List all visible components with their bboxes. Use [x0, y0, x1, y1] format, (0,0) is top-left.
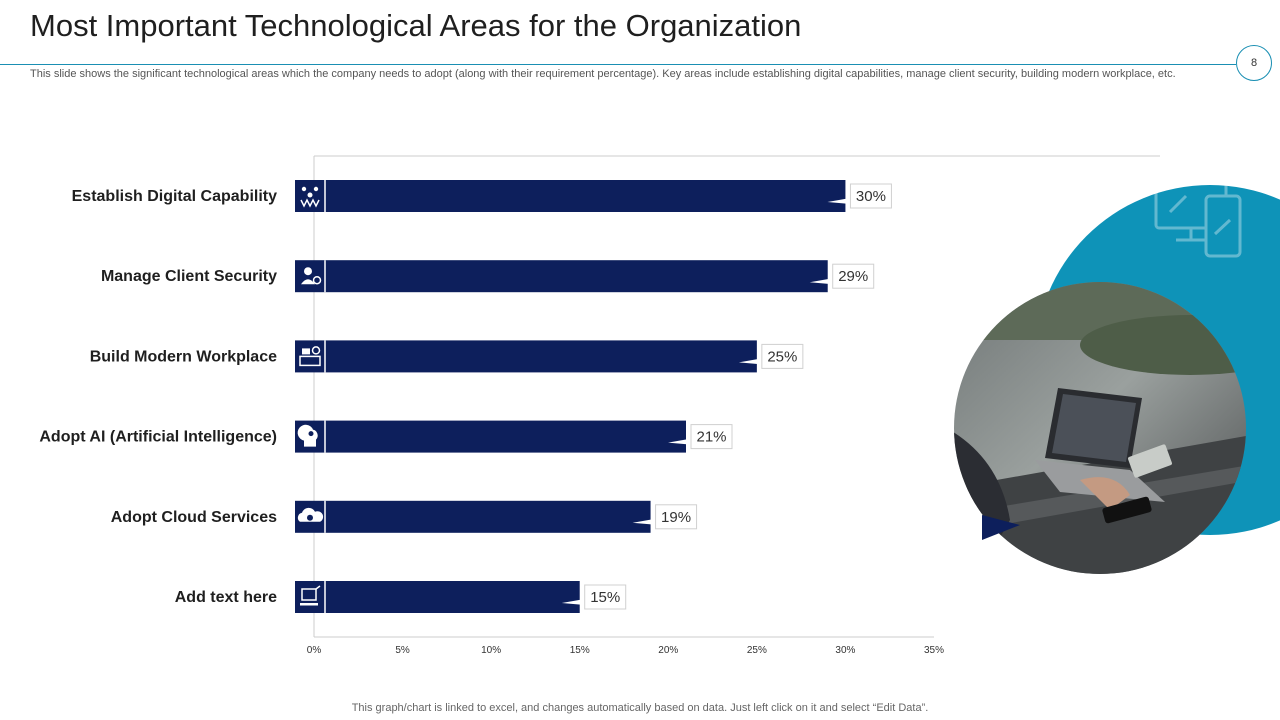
x-tick-label: 10% — [481, 645, 501, 656]
devices-watermark-icon — [1154, 180, 1242, 258]
footer-note: This graph/chart is linked to excel, and… — [351, 702, 929, 714]
category-label: Manage Client Security — [101, 268, 277, 285]
ai-head-icon — [295, 420, 326, 453]
data-label-box — [832, 263, 875, 289]
category-label: Establish Digital Capability — [72, 188, 277, 205]
callout-pointer — [827, 198, 851, 204]
x-tick-label: 20% — [658, 645, 678, 656]
callout-pointer — [668, 438, 691, 445]
category-label: Adopt AI (Artificial Intelligence) — [39, 429, 277, 446]
data-label: 15% — [590, 589, 620, 606]
decorative-triangle — [982, 515, 1020, 540]
data-label: 19% — [661, 509, 691, 526]
data-label-box — [761, 343, 804, 369]
bar — [325, 180, 846, 212]
bar — [325, 420, 686, 453]
x-tick-label: 0% — [307, 645, 322, 656]
callout-pointer — [809, 278, 833, 285]
page-title: Most Important Technological Areas for t… — [30, 8, 802, 43]
x-tick-label: 30% — [835, 645, 855, 656]
data-label-box — [849, 183, 892, 209]
x-tick-label: 5% — [395, 645, 410, 656]
category-label: Add text here — [175, 589, 277, 606]
data-label-box — [690, 424, 733, 450]
callout-pointer — [632, 518, 656, 525]
x-tick-label: 25% — [747, 645, 767, 656]
data-label: 21% — [696, 429, 726, 446]
bar — [325, 260, 828, 293]
cloud-icon — [295, 500, 326, 533]
category-label: Build Modern Workplace — [90, 348, 277, 365]
user-security-icon — [295, 260, 326, 293]
network-icon — [295, 180, 326, 212]
data-label: 29% — [838, 268, 868, 285]
data-label: 30% — [856, 188, 886, 205]
data-label-box — [655, 504, 698, 530]
bar — [325, 581, 580, 613]
page-number-badge: 8 — [1236, 45, 1272, 81]
bar — [325, 500, 651, 533]
bar — [325, 340, 757, 373]
data-label: 25% — [767, 348, 797, 365]
workplace-icon — [295, 340, 326, 373]
decorative-photo-group — [954, 180, 1280, 574]
x-tick-label: 15% — [570, 645, 590, 656]
callout-pointer — [738, 358, 762, 365]
slide-description: This slide shows the significant technol… — [30, 68, 1176, 80]
title-divider — [0, 64, 1236, 65]
callout-pointer — [561, 599, 585, 605]
data-label-box — [584, 584, 627, 610]
category-label: Adopt Cloud Services — [111, 509, 277, 526]
computer-icon — [295, 581, 326, 613]
x-tick-label: 35% — [924, 645, 944, 656]
